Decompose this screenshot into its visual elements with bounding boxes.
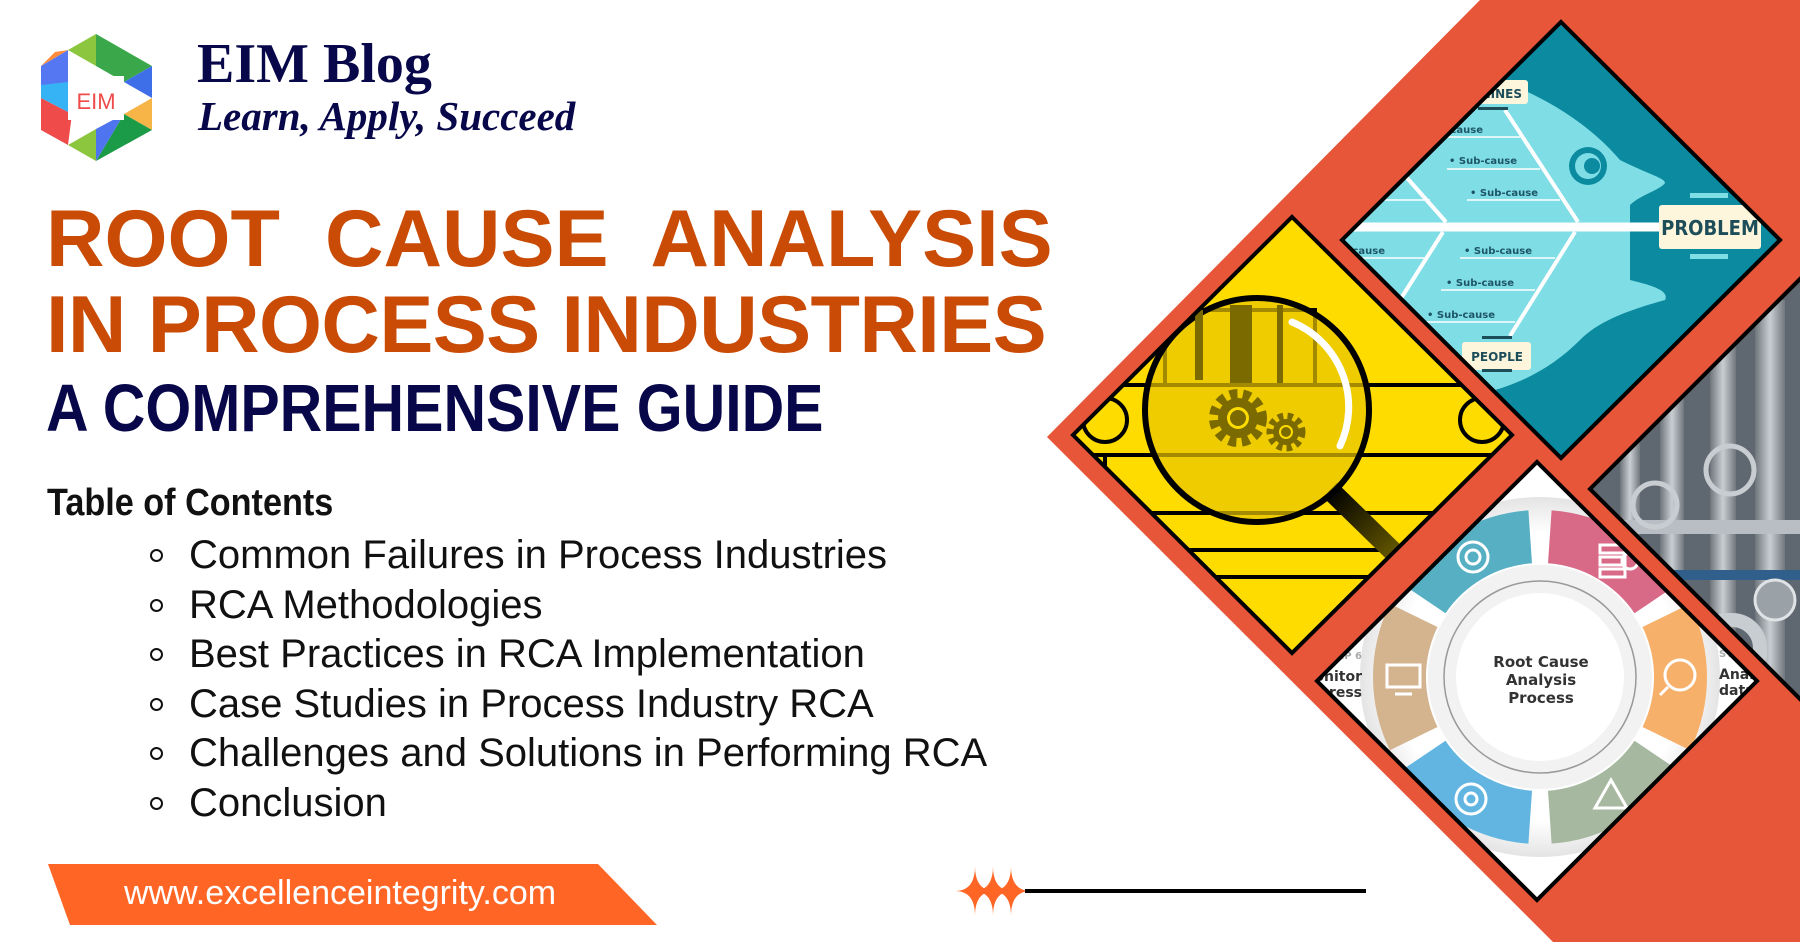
sub-cause-label: • Sub-cause xyxy=(1449,156,1517,167)
toc-item-label: Challenges and Solutions in Performing R… xyxy=(189,731,988,776)
people-label: PEOPLE xyxy=(1471,350,1523,364)
toc-item[interactable]: Conclusion xyxy=(150,779,987,829)
toc-item[interactable]: Common Failures in Process Industries xyxy=(150,531,987,581)
toc-item[interactable]: Best Practices in RCA Implementation xyxy=(150,630,987,680)
circle-bullet-icon xyxy=(150,697,163,711)
toc-heading: Table of Contents xyxy=(47,482,334,524)
sub-cause-label: • Sub-cause xyxy=(1427,310,1495,321)
wheel-segment xyxy=(1548,740,1679,844)
blog-title: EIM Blog xyxy=(197,33,432,95)
target-icon xyxy=(1456,540,1490,574)
toc-item-label: Best Practices in RCA Implementation xyxy=(189,632,865,677)
sub-cause-label: • Sub-cause xyxy=(1464,246,1532,257)
circle-bullet-icon xyxy=(150,598,163,612)
circle-bullet-icon xyxy=(150,648,163,662)
analyze-chart-icon xyxy=(1658,658,1697,697)
blog-tagline: Learn, Apply, Succeed xyxy=(198,93,576,139)
toc-item-label: Case Studies in Process Industry RCA xyxy=(189,681,874,726)
wheel-center-line1: Root Cause xyxy=(1493,653,1588,671)
toc-item-label: Common Failures in Process Industries xyxy=(189,533,888,578)
toc-item[interactable]: RCA Methodologies xyxy=(150,581,987,631)
gear-icon xyxy=(1209,389,1267,447)
circle-bullet-icon xyxy=(150,747,163,761)
circle-bullet-icon xyxy=(150,549,163,563)
wheel-segment xyxy=(1642,603,1707,751)
sub-cause-label: • Sub-cause xyxy=(1470,188,1538,199)
website-link[interactable]: www.excellenceintegrity.com xyxy=(124,874,557,912)
monitor-chart-icon xyxy=(1385,663,1422,696)
headline-line1: ROOT CAUSE ANALYSIS xyxy=(46,194,1053,284)
wheel-segment xyxy=(1401,740,1532,844)
fishbone-frame xyxy=(1339,19,1783,461)
left-step-line1: Monitor xyxy=(1300,669,1362,685)
toc-item-label: Conclusion xyxy=(189,780,387,825)
toc-list: Common Failures in Process Industries RC… xyxy=(150,531,987,828)
wheel-segment xyxy=(1373,603,1438,751)
wheel-segment xyxy=(1548,510,1679,614)
sub-cause-label: • Sub-cause xyxy=(1446,278,1514,289)
headline-line2: IN PROCESS INDUSTRIES xyxy=(46,280,1047,370)
gear-icon xyxy=(1266,412,1306,452)
wheel-center-line3: Process xyxy=(1508,689,1574,707)
headline-subtitle: A COMPREHENSIVE GUIDE xyxy=(46,371,824,446)
toc-item[interactable]: Case Studies in Process Industry RCA xyxy=(150,680,987,730)
wheel-center-line2: Analysis xyxy=(1506,671,1576,689)
sub-cause-label: Sub-cause xyxy=(1327,246,1385,257)
problem-label: PROBLEM xyxy=(1661,216,1759,240)
refresh-gear-icon xyxy=(1454,782,1488,816)
warning-icon xyxy=(1592,776,1630,810)
sparkle-icon xyxy=(955,866,1031,916)
logo-text: EIM xyxy=(76,89,115,114)
circle-bullet-icon xyxy=(150,796,163,810)
eim-logo: EIM xyxy=(41,34,152,161)
toc-item[interactable]: Challenges and Solutions in Performing R… xyxy=(150,729,987,779)
toc-item-label: RCA Methodologies xyxy=(189,582,543,627)
url-banner[interactable] xyxy=(48,864,657,925)
